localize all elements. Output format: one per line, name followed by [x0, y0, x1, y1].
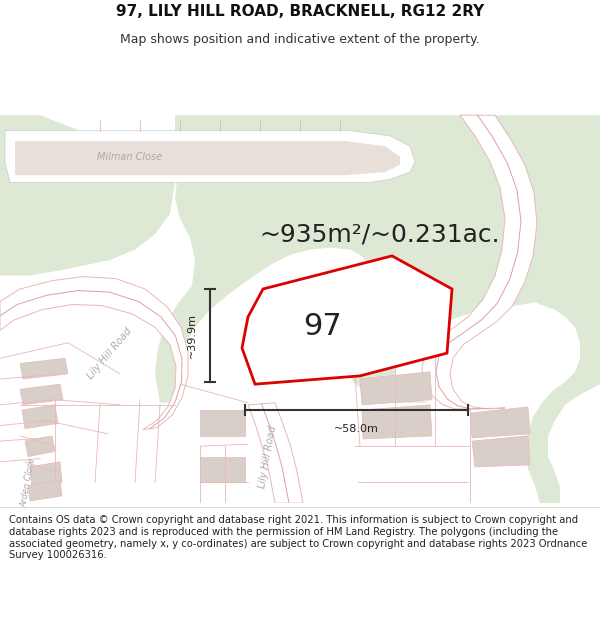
- Text: Lily Hill Road: Lily Hill Road: [257, 424, 278, 489]
- Polygon shape: [155, 115, 600, 402]
- Polygon shape: [20, 384, 63, 405]
- Polygon shape: [28, 481, 62, 501]
- Polygon shape: [472, 436, 530, 467]
- Polygon shape: [242, 256, 452, 384]
- Polygon shape: [360, 372, 432, 405]
- Polygon shape: [25, 436, 55, 457]
- Polygon shape: [362, 405, 432, 439]
- Polygon shape: [422, 115, 537, 409]
- Polygon shape: [22, 405, 58, 429]
- Text: Milman Close: Milman Close: [97, 152, 163, 162]
- Text: ~39.9m: ~39.9m: [187, 313, 197, 358]
- Polygon shape: [470, 407, 530, 438]
- Text: 97: 97: [303, 312, 342, 341]
- Text: Map shows position and indicative extent of the property.: Map shows position and indicative extent…: [120, 33, 480, 46]
- Polygon shape: [525, 115, 600, 503]
- Text: Lily Hill Road: Lily Hill Road: [86, 326, 134, 381]
- Polygon shape: [0, 277, 188, 429]
- Polygon shape: [20, 358, 68, 379]
- Text: 97, LILY HILL ROAD, BRACKNELL, RG12 2RY: 97, LILY HILL ROAD, BRACKNELL, RG12 2RY: [116, 4, 484, 19]
- Polygon shape: [30, 462, 62, 488]
- Polygon shape: [248, 402, 303, 503]
- Polygon shape: [0, 115, 175, 276]
- Text: ~58.0m: ~58.0m: [334, 424, 379, 434]
- Text: Contains OS data © Crown copyright and database right 2021. This information is : Contains OS data © Crown copyright and d…: [9, 515, 587, 560]
- Polygon shape: [200, 457, 245, 482]
- Polygon shape: [15, 141, 400, 175]
- Text: Arden Close: Arden Close: [19, 457, 37, 508]
- Text: ~935m²/~0.231ac.: ~935m²/~0.231ac.: [260, 222, 500, 246]
- Polygon shape: [200, 410, 245, 436]
- Polygon shape: [5, 131, 415, 182]
